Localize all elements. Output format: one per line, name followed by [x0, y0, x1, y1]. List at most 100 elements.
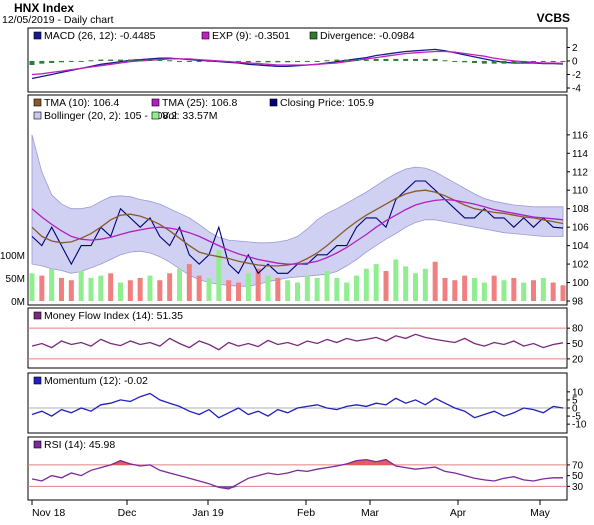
divergence-bar — [314, 60, 320, 62]
divergence-bar — [472, 60, 477, 63]
volume-bar — [550, 282, 556, 301]
y-tick-label: 114 — [572, 149, 588, 160]
divergence-bar — [531, 60, 536, 62]
divergence-bar — [550, 60, 556, 62]
divergence-bar — [491, 60, 497, 64]
legend-label: TMA (25): 106.8 — [162, 97, 237, 109]
y-tick-label: 10 — [572, 387, 584, 398]
volume-bar — [255, 268, 261, 301]
volume-tick-label: 0M — [11, 297, 25, 308]
legend-label: RSI (14): 45.98 — [44, 439, 115, 451]
volume-bar — [511, 277, 517, 301]
x-axis: Nov 18 Dec Jan 19 Feb Mar Apr May — [31, 500, 551, 519]
divergence-bar — [422, 58, 428, 61]
volume-bar — [432, 261, 438, 301]
divergence-bar — [462, 60, 468, 63]
divergence-bar — [285, 60, 291, 63]
volume-bar — [354, 275, 359, 301]
x-tick-label: Jan 19 — [192, 507, 224, 519]
x-tick-label: Feb — [297, 507, 315, 519]
y-tick-label: 102 — [572, 260, 589, 271]
divergence-bar — [88, 60, 94, 62]
panel-macd: MACD (26, 12): -0.4485 EXP (9): -0.3501 Di… — [27, 27, 581, 95]
legend-label: MACD (26, 12): -0.4485 — [44, 30, 156, 42]
divergence-bar — [393, 58, 399, 61]
volume-bar — [472, 277, 477, 301]
divergence-bar — [432, 58, 438, 61]
divergence-bar — [127, 59, 133, 61]
panel-money-flow-index: Money Flow Index (14): 51.35 80 50 20 — [27, 307, 584, 369]
legend-swatch — [33, 311, 42, 320]
panel-frame — [27, 372, 568, 434]
volume-bar — [245, 273, 251, 301]
panel-price: TMA (10): 106.4 TMA (25): 106.8 Closing Pr… — [0, 94, 589, 308]
divergence-bar — [216, 60, 222, 62]
tma10-line — [31, 189, 564, 267]
volume-bar — [422, 268, 428, 301]
divergence-bar — [373, 58, 379, 61]
volume-bar — [196, 275, 202, 301]
volume-bar — [285, 280, 291, 301]
chart-title: HNX Index — [14, 1, 74, 15]
divergence-bar — [275, 60, 281, 63]
volume-bar — [236, 282, 241, 301]
volume-bar — [462, 275, 468, 301]
volume-bar — [59, 277, 64, 301]
x-tick-label: May — [530, 507, 551, 519]
volume-bar — [481, 282, 487, 301]
rsi-line — [31, 458, 563, 490]
volume-bar — [442, 277, 448, 301]
volume-bar — [39, 275, 45, 301]
divergence-bar — [98, 59, 104, 61]
y-tick-label: -2 — [572, 70, 581, 81]
divergence-bar — [245, 60, 251, 63]
y-tick-label: 110 — [572, 186, 588, 197]
chart-subtitle: 12/05/2019 - Daily chart — [2, 14, 114, 26]
volume-bar — [29, 273, 35, 301]
y-tick-label: 30 — [572, 482, 584, 493]
legend-swatch — [151, 98, 160, 107]
panel-frame — [27, 307, 568, 369]
volume-bar — [403, 266, 409, 301]
volume-bar — [275, 277, 281, 301]
divergence-bar — [147, 59, 153, 61]
volume-bar — [452, 280, 458, 301]
y-tick-label: 108 — [572, 204, 589, 215]
mfi-line — [31, 333, 564, 351]
y-tick-label: 50 — [572, 471, 584, 482]
volume-bar — [49, 268, 55, 301]
volume-bar — [226, 280, 232, 301]
volume-bar — [540, 277, 546, 301]
panel-frame — [27, 27, 568, 93]
volume-bar — [147, 275, 153, 301]
volume-bar — [521, 282, 527, 301]
divergence-bar — [236, 60, 241, 62]
divergence-bar — [157, 59, 163, 61]
volume-bar — [177, 268, 182, 301]
legend-swatch — [201, 31, 210, 40]
volume-bar — [324, 271, 330, 301]
volume-bar — [560, 285, 566, 301]
divergence-bar — [39, 60, 45, 64]
volume-bar — [108, 273, 114, 301]
divergence-bar — [68, 60, 74, 62]
divergence-bar — [304, 60, 310, 62]
volume-tick-label: 100M — [0, 251, 25, 262]
y-tick-label: -4 — [572, 84, 581, 95]
legend-swatch — [269, 98, 278, 107]
legend-label: Divergence: -0.0984 — [320, 30, 415, 42]
rsi-overbought-fill — [386, 459, 396, 465]
divergence-bar — [334, 59, 340, 61]
exp-line — [31, 50, 564, 76]
divergence-bar — [511, 60, 517, 63]
legend-label: Vol: 33.57M — [162, 110, 217, 122]
divergence-bar — [177, 60, 182, 62]
brand-label: VCBS — [537, 11, 570, 25]
divergence-bar — [29, 60, 35, 65]
divergence-bar — [442, 60, 448, 62]
volume-bar — [186, 264, 192, 301]
rsi-overbought-fill — [376, 459, 386, 465]
y-tick-label: 104 — [572, 241, 589, 252]
y-tick-label: 20 — [572, 354, 584, 365]
